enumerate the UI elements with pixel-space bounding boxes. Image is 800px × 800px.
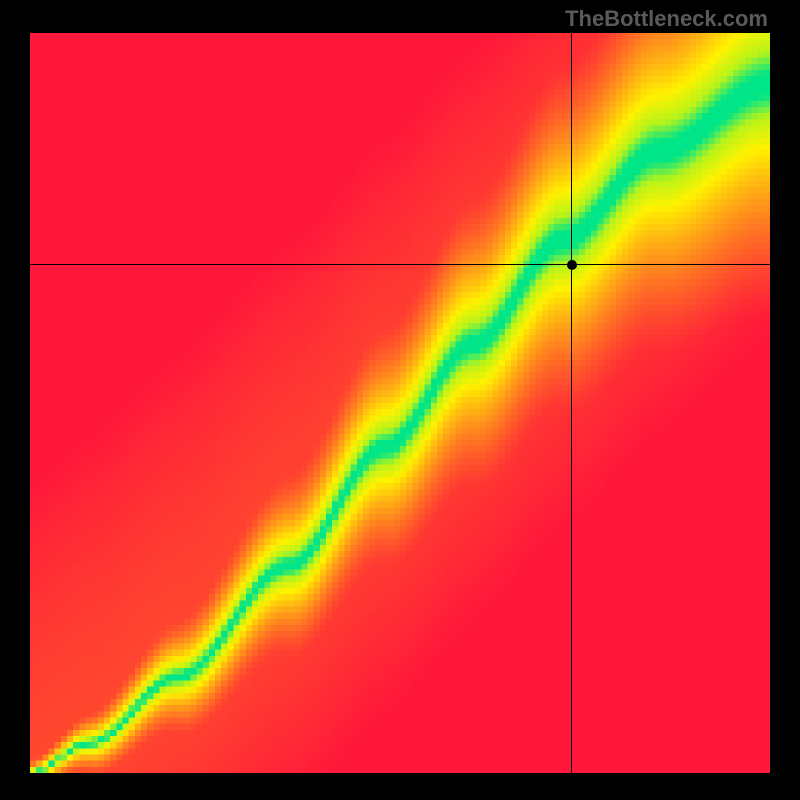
watermark-text: TheBottleneck.com <box>565 6 768 32</box>
crosshair-marker-dot <box>566 259 578 271</box>
crosshair-horizontal <box>30 264 770 265</box>
crosshair-vertical <box>571 33 572 773</box>
bottleneck-heatmap <box>30 33 770 773</box>
